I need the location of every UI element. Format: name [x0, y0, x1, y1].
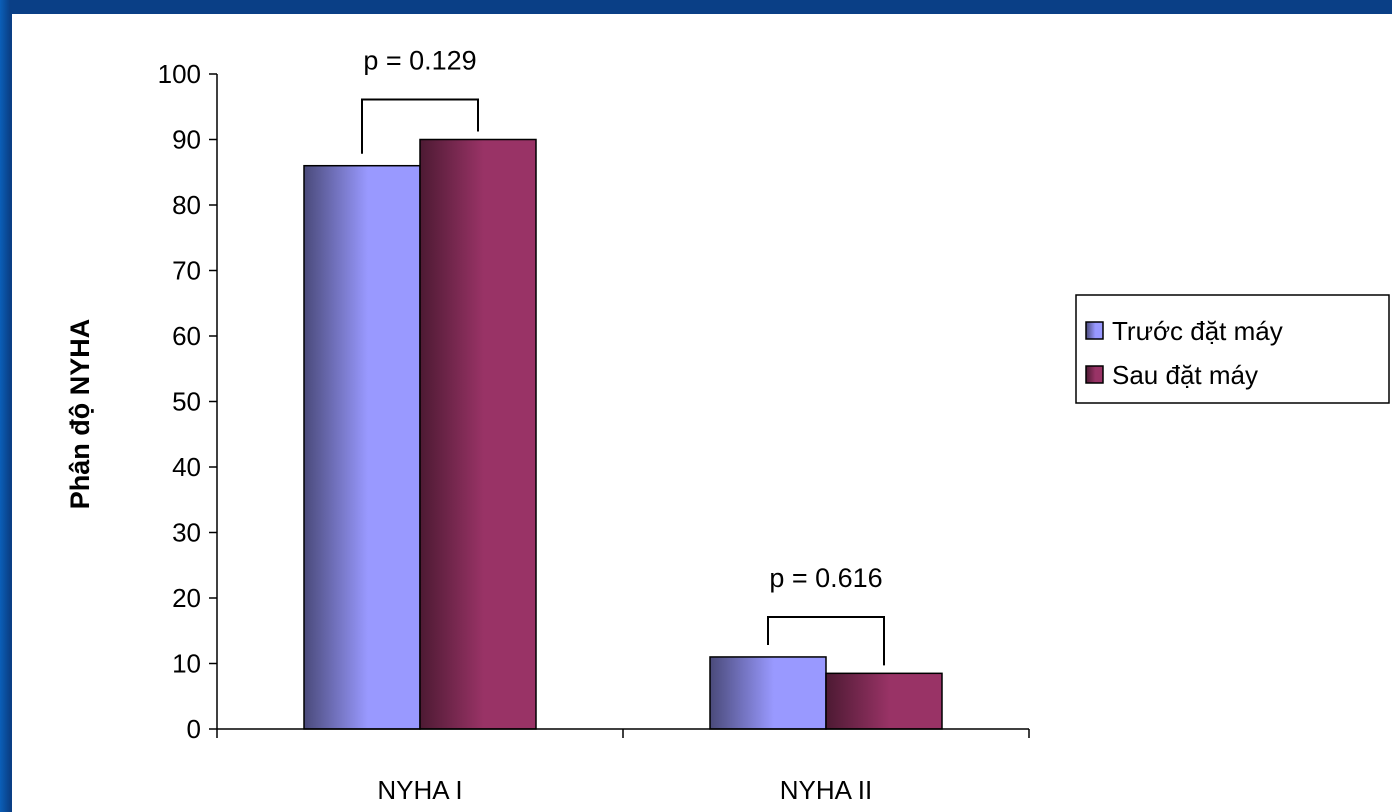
y-tick-label: 50	[172, 387, 201, 417]
p-value-label: p = 0.616	[769, 563, 882, 593]
legend: Trước đặt máy Sau đặt máy	[1075, 294, 1390, 404]
x-tick-label: NYHA II	[780, 775, 872, 805]
bar-chart: 0 10 20 30 40 50 60 70 80 90 100 NYHA I NYHA II p = …	[65, 46, 1390, 805]
bar-nyha-i-series-2	[419, 138, 537, 730]
bar-nyha-i-series-1	[303, 164, 421, 730]
y-tick-label: 0	[187, 714, 201, 744]
y-tick-label: 80	[172, 190, 201, 220]
y-tick-label: 20	[172, 583, 201, 613]
x-tick-label: NYHA I	[377, 775, 462, 805]
legend-label: Trước đặt máy	[1112, 316, 1283, 346]
y-tick-label: 70	[172, 256, 201, 286]
y-tick-label: 40	[172, 452, 201, 482]
bar-nyha-ii-series-2	[825, 672, 943, 730]
significance-bracket	[361, 98, 479, 154]
y-tick-label: 10	[172, 649, 201, 679]
y-axis-label: Phân độ NYHA	[65, 319, 95, 510]
legend-box	[1075, 294, 1390, 404]
significance-bracket	[767, 615, 885, 666]
y-tick-label: 60	[172, 321, 201, 351]
legend-swatch	[1085, 365, 1104, 384]
legend-swatch	[1085, 321, 1104, 340]
legend-label: Sau đặt máy	[1112, 360, 1258, 390]
axes-layer: 0 10 20 30 40 50 60 70 80 90 100 NYHA I NYHA II	[158, 59, 1030, 805]
y-tick-label: 30	[172, 518, 201, 548]
chart-panel: 0 10 20 30 40 50 60 70 80 90 100 NYHA I NYHA II p = …	[12, 14, 1392, 812]
y-tick-label: 90	[172, 125, 201, 155]
p-value-label: p = 0.129	[363, 46, 476, 76]
bars-layer	[303, 138, 943, 730]
bar-nyha-ii-series-1	[709, 656, 827, 730]
annotations-layer: p = 0.129 p = 0.616	[361, 46, 885, 666]
y-tick-label: 100	[158, 59, 201, 89]
